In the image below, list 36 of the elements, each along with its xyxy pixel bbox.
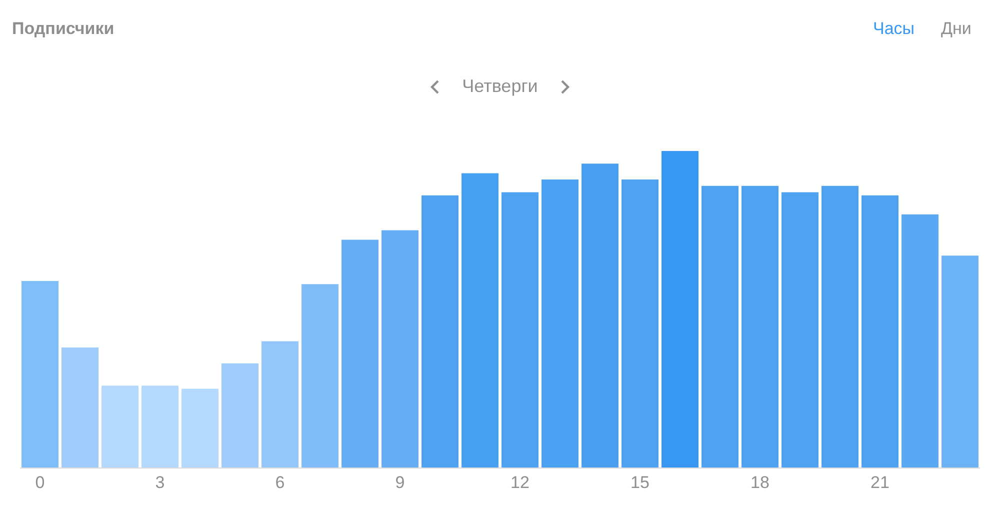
bar [622, 180, 658, 468]
bar [302, 284, 338, 468]
bar [342, 240, 378, 468]
bar [662, 151, 698, 468]
x-tick-label: 0 [35, 473, 45, 492]
bar [582, 164, 618, 468]
text: Часы [873, 19, 915, 39]
bar [902, 214, 938, 468]
bar [102, 386, 138, 468]
bar [462, 173, 498, 468]
bar [822, 186, 858, 468]
bar [422, 195, 458, 468]
x-tick-label: 12 [510, 473, 530, 492]
chart-subtitle: Четверги [462, 76, 538, 97]
bar [702, 186, 738, 468]
chart-title: Подписчики [12, 19, 114, 39]
x-tick-label: 21 [870, 473, 890, 492]
bar [942, 256, 978, 468]
x-tick-label: 9 [395, 473, 405, 492]
x-tick-label: 6 [275, 473, 285, 492]
x-tick-label: 18 [750, 473, 770, 492]
bar [62, 348, 98, 468]
bar [542, 180, 578, 468]
bar [262, 341, 298, 468]
bar [182, 388, 218, 468]
bar [862, 195, 898, 468]
text: Дни [941, 19, 972, 39]
bar [502, 192, 538, 468]
bar [382, 230, 418, 468]
bar [142, 386, 178, 468]
bar [22, 280, 58, 468]
x-tick-label: 3 [155, 473, 165, 492]
x-tick-label: 15 [630, 473, 650, 492]
bar [222, 363, 258, 468]
bar [742, 186, 778, 468]
bar [782, 192, 818, 468]
